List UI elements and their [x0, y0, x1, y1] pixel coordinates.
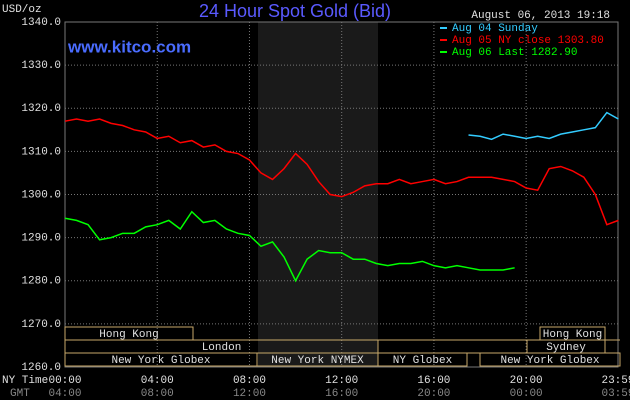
legend-label: Aug 04 Sunday	[452, 23, 538, 35]
x-tick-label: 16:00	[417, 375, 450, 387]
y-tick-label: 1330.0	[21, 60, 61, 72]
y-tick-label: 1310.0	[21, 146, 61, 158]
source: www.kitco.com	[67, 37, 191, 56]
x2-tick-label: 00:00	[510, 388, 543, 400]
session-label: Hong Kong	[543, 329, 602, 341]
legend-label: Aug 06 Last 1282.90	[452, 47, 577, 59]
y-tick-label: 1340.0	[21, 17, 61, 29]
session-label: Sydney	[546, 342, 586, 354]
y-tick-label: 1300.0	[21, 189, 61, 201]
x-tick-label: 00:00	[48, 375, 81, 387]
session-label: London	[202, 342, 242, 354]
y-tick-label: 1290.0	[21, 233, 61, 245]
y-tick-label: 1280.0	[21, 276, 61, 288]
session-box	[377, 352, 468, 367]
x2-tick-label: 08:00	[141, 388, 174, 400]
x2-tick-label: 20:00	[417, 388, 450, 400]
session-label: NY Globex	[393, 355, 453, 367]
x-tick-label: 23:59	[601, 375, 630, 387]
y-tick-label: 1320.0	[21, 103, 61, 115]
x2-tick-label: 16:00	[325, 388, 358, 400]
x2-tick-label: 03:59	[601, 388, 630, 400]
y-tick-label: 1270.0	[21, 319, 61, 331]
x2-tick-label: 04:00	[48, 388, 81, 400]
y-tick-label: 1260.0	[21, 362, 61, 374]
series-line	[64, 210, 515, 283]
x-tick-label: 08:00	[233, 375, 266, 387]
x2-tick-label: 12:00	[233, 388, 266, 400]
session-label: New York Globex	[500, 355, 599, 367]
series-line	[468, 111, 619, 141]
chart-title: 24 Hour Spot Gold (Bid)	[199, 1, 391, 21]
x-tick-label: 04:00	[141, 375, 174, 387]
x-tick-label: 20:00	[510, 375, 543, 387]
x-axis-label: NY Time	[2, 375, 48, 387]
session-box	[479, 352, 621, 367]
timestamp: August 06, 2013 19:18	[471, 10, 610, 22]
y-axis-label: USD/oz	[2, 4, 42, 16]
x-tick-label: 12:00	[325, 375, 358, 387]
series-line	[64, 118, 619, 226]
session-label: Hong Kong	[99, 329, 158, 341]
x2-axis-label: GMT	[10, 388, 30, 400]
session-label: New York NYMEX	[271, 355, 364, 367]
legend-label: Aug 05 NY close 1303.80	[452, 35, 604, 47]
session-label: New York Globex	[111, 355, 210, 367]
